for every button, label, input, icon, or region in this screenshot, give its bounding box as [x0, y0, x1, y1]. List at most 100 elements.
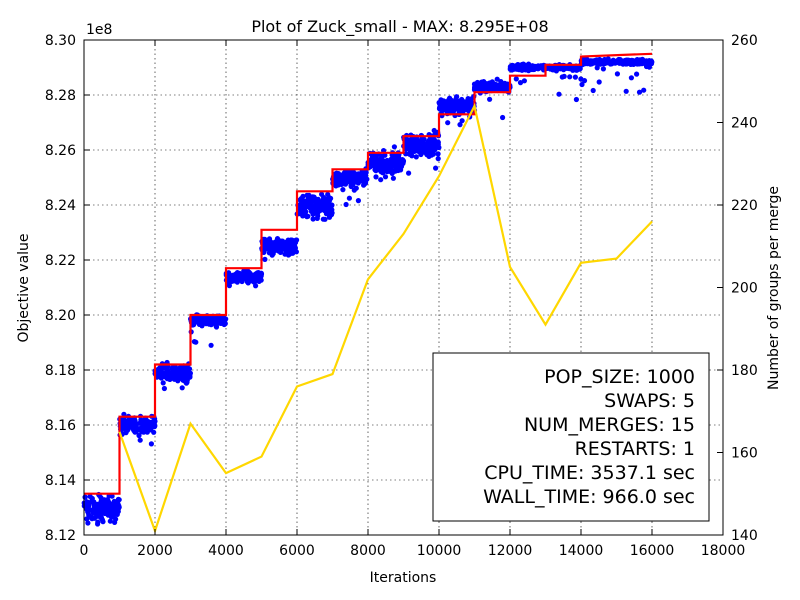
scatter-point — [413, 154, 419, 160]
scatter-point — [472, 84, 478, 90]
x-tick-label: 10000 — [417, 543, 462, 559]
y-tick-label: 8.16 — [45, 418, 76, 434]
scatter-point — [310, 198, 316, 204]
scatter-point — [83, 505, 89, 512]
scatter-point — [328, 204, 334, 210]
scatter-point — [513, 76, 519, 82]
scatter-point — [246, 269, 252, 276]
scatter-point — [526, 65, 532, 71]
scatter-point — [379, 169, 385, 175]
scatter-point — [355, 198, 361, 204]
scatter-point — [362, 181, 368, 187]
scatter-point — [437, 101, 443, 107]
scatter-point — [427, 143, 433, 149]
scatter-point — [148, 441, 154, 447]
scatter-point — [593, 57, 599, 63]
y2-tick-label: 200 — [731, 281, 758, 297]
scatter-point — [113, 516, 119, 522]
scatter-point — [121, 420, 127, 426]
scatter-point — [381, 161, 387, 168]
y2-tick-label: 240 — [731, 116, 758, 132]
scatter-point — [406, 170, 412, 176]
y2-axis-label: Number of groups per merge — [766, 186, 782, 390]
scatter-point — [424, 152, 430, 158]
scatter-point — [244, 279, 250, 285]
scatter-point — [273, 245, 279, 251]
scatter-point — [84, 499, 90, 505]
x-tick-label: 2000 — [137, 543, 173, 559]
scatter-point — [396, 159, 403, 166]
scatter-point — [617, 60, 624, 66]
scatter-point — [392, 154, 398, 160]
scatter-point — [322, 216, 328, 222]
scatter-point — [165, 368, 171, 374]
scatter-point — [636, 89, 643, 95]
scatter-point — [221, 317, 228, 323]
scatter-point — [270, 240, 276, 247]
scatter-point — [179, 385, 185, 391]
x-tick-label: 8000 — [350, 543, 386, 559]
scatter-point — [461, 102, 467, 108]
scatter-point — [417, 149, 424, 155]
scatter-point — [302, 210, 308, 216]
scatter-point — [102, 505, 108, 512]
scatter-point — [136, 432, 142, 439]
scatter-point — [422, 148, 428, 154]
scatter-point — [310, 216, 316, 222]
scatter-point — [292, 243, 298, 249]
scatter-point — [121, 425, 127, 431]
scatter-point — [598, 60, 604, 66]
scatter-point — [229, 278, 235, 284]
scatter-point — [96, 504, 102, 510]
scatter-point — [320, 197, 326, 203]
stats-box: POP_SIZE: 1000 SWAPS: 5 NUM_MERGES: 15 R… — [432, 352, 710, 522]
scatter-point — [426, 137, 432, 143]
scatter-point — [435, 151, 441, 157]
scatter-point — [138, 428, 144, 434]
scatter-point — [186, 366, 192, 372]
scatter-point — [415, 142, 422, 148]
scatter-point — [373, 157, 379, 163]
scatter-point — [385, 162, 391, 168]
scatter-point — [198, 320, 204, 326]
scatter-point — [502, 83, 508, 89]
scatter-point — [373, 174, 379, 180]
scatter-point — [465, 96, 471, 102]
scatter-point — [91, 500, 97, 506]
scatter-point — [89, 495, 95, 502]
scatter-point — [234, 279, 240, 285]
y2-tick-label: 180 — [731, 363, 758, 379]
scatter-point — [125, 423, 131, 429]
scatter-point — [105, 512, 111, 518]
scatter-point — [494, 76, 500, 82]
y-tick-label: 8.18 — [45, 363, 76, 379]
scatter-point — [573, 96, 580, 103]
y2-tick-label: 140 — [731, 528, 758, 544]
scatter-point — [121, 411, 127, 417]
x-tick-label: 12000 — [488, 543, 533, 559]
scatter-point — [307, 205, 313, 211]
x-tick-label: 14000 — [559, 543, 604, 559]
scatter-point — [299, 195, 305, 201]
max-objective-line — [84, 52, 653, 495]
scatter-point — [325, 191, 331, 198]
scatter-point — [186, 370, 192, 376]
scatter-point — [169, 369, 175, 375]
scatter-point — [568, 66, 575, 72]
scatter-point — [175, 376, 181, 382]
scatter-point — [349, 181, 356, 187]
scatter-point — [151, 421, 157, 427]
scatter-point — [320, 202, 326, 208]
scatter-point — [115, 501, 121, 507]
scatter-point — [500, 114, 506, 121]
scatter-point — [338, 173, 344, 179]
scatter-point — [623, 88, 629, 94]
scatter-point — [382, 174, 389, 180]
scatter-point — [411, 148, 417, 154]
scatter-point — [641, 87, 647, 93]
x-tick-label: 0 — [80, 543, 89, 559]
scatter-point — [342, 181, 349, 187]
x-tick-label: 16000 — [630, 543, 675, 559]
y-tick-label: 8.26 — [45, 143, 76, 159]
stats-restarts: RESTARTS: 1 — [575, 438, 695, 460]
